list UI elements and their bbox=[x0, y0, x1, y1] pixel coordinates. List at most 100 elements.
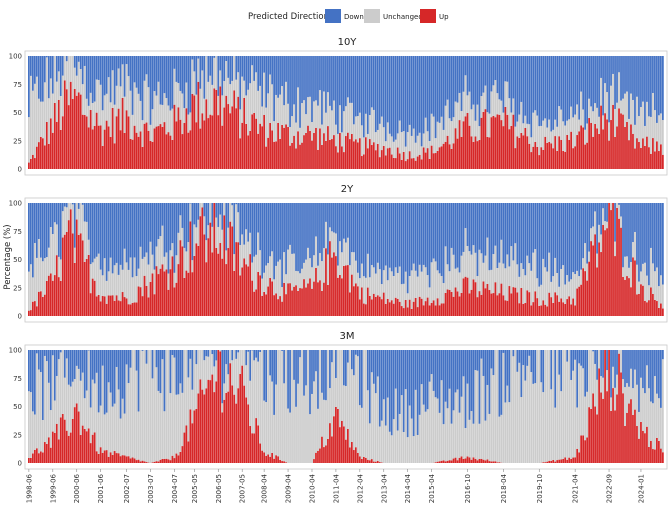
bar-down bbox=[604, 203, 606, 222]
bar-down bbox=[67, 350, 70, 385]
bar-unchanged bbox=[392, 275, 395, 304]
bar-unchanged bbox=[658, 398, 660, 441]
bar-down bbox=[315, 350, 317, 372]
bar-down bbox=[49, 203, 52, 227]
bar-down bbox=[253, 203, 256, 257]
bar-unchanged bbox=[241, 350, 244, 366]
bar-up bbox=[181, 134, 184, 169]
bar-down bbox=[442, 350, 445, 425]
bar-up bbox=[434, 153, 437, 169]
y-axis-label: Percentage (%) bbox=[3, 224, 13, 289]
bar-up bbox=[173, 287, 176, 316]
bar-up bbox=[339, 427, 341, 463]
x-tick-label: 2008-04 bbox=[261, 473, 269, 503]
bar-down bbox=[400, 203, 403, 285]
bar-up bbox=[177, 264, 180, 316]
bar-unchanged bbox=[89, 264, 92, 294]
bar-up bbox=[566, 459, 569, 463]
bar-down bbox=[319, 203, 321, 254]
bar-down bbox=[562, 56, 565, 122]
bar-up bbox=[600, 252, 602, 316]
bar-down bbox=[341, 56, 343, 133]
bar-down bbox=[504, 203, 507, 269]
bar-up bbox=[356, 142, 359, 169]
bar-down bbox=[636, 56, 638, 97]
bar-up bbox=[592, 245, 594, 316]
bar-unchanged bbox=[512, 260, 515, 288]
bar-up bbox=[155, 126, 158, 169]
bar-down bbox=[51, 56, 54, 94]
bar-unchanged bbox=[165, 98, 168, 135]
bar-down bbox=[101, 56, 104, 111]
bar-down bbox=[550, 350, 553, 390]
bar-unchanged bbox=[590, 106, 592, 123]
bar-unchanged bbox=[642, 101, 644, 139]
bar-down bbox=[462, 203, 465, 252]
bar-unchanged bbox=[356, 272, 359, 287]
bar-up bbox=[418, 154, 421, 169]
bar-unchanged bbox=[157, 239, 160, 275]
bar-unchanged bbox=[269, 375, 271, 457]
bar-down bbox=[516, 56, 519, 122]
bar-down bbox=[610, 350, 612, 398]
bar-up bbox=[380, 299, 383, 316]
bar-up bbox=[578, 286, 581, 316]
bar-unchanged bbox=[79, 203, 82, 234]
bar-down bbox=[660, 203, 662, 276]
bar-unchanged bbox=[432, 116, 435, 154]
bar-down bbox=[259, 350, 262, 352]
bar-up bbox=[410, 158, 413, 169]
bar-up bbox=[624, 126, 626, 169]
x-tick-label: 2024-01 bbox=[637, 474, 645, 503]
bar-unchanged bbox=[103, 414, 106, 451]
bar-unchanged bbox=[79, 69, 82, 95]
bar-unchanged bbox=[339, 105, 341, 133]
bar-down bbox=[249, 56, 252, 84]
bar-up bbox=[622, 114, 624, 169]
bar-down bbox=[345, 56, 347, 107]
bar-up bbox=[436, 461, 439, 463]
panel-title: 2Y bbox=[341, 184, 354, 195]
bar-down bbox=[115, 203, 118, 263]
bar-up bbox=[279, 138, 281, 169]
bar-down bbox=[141, 350, 144, 351]
bar-down bbox=[436, 56, 439, 122]
bar-down bbox=[107, 56, 110, 78]
bar-up bbox=[33, 450, 36, 463]
bar-unchanged bbox=[568, 281, 571, 297]
bar-unchanged bbox=[592, 351, 594, 394]
bar-down bbox=[309, 350, 311, 415]
bar-down bbox=[227, 56, 230, 78]
bar-down bbox=[165, 203, 168, 253]
bar-up bbox=[225, 264, 228, 316]
bar-down bbox=[91, 56, 94, 103]
bar-up bbox=[55, 423, 58, 463]
bar-up bbox=[366, 287, 369, 316]
bar-unchanged bbox=[536, 278, 539, 299]
bar-unchanged bbox=[418, 132, 421, 155]
bar-unchanged bbox=[303, 395, 305, 463]
bar-unchanged bbox=[598, 350, 600, 369]
bar-down bbox=[592, 203, 594, 227]
bar-down bbox=[478, 56, 481, 127]
bar-up bbox=[347, 429, 349, 463]
bar-down bbox=[61, 203, 64, 212]
bar-up bbox=[616, 126, 618, 169]
bar-down bbox=[277, 203, 279, 262]
bar-up bbox=[530, 305, 533, 316]
bar-up bbox=[522, 303, 525, 316]
bar-up bbox=[329, 423, 331, 463]
bar-up bbox=[530, 152, 533, 169]
bar-down bbox=[422, 203, 425, 265]
bar-down bbox=[319, 56, 321, 91]
bar-unchanged bbox=[99, 84, 102, 126]
bar-up bbox=[492, 115, 495, 169]
bar-down bbox=[245, 203, 248, 230]
bar-down bbox=[325, 203, 327, 222]
bar-up bbox=[584, 440, 586, 463]
bar-down bbox=[133, 203, 136, 258]
bar-unchanged bbox=[235, 358, 238, 404]
bar-up bbox=[213, 203, 216, 316]
bar-up bbox=[636, 138, 638, 169]
bar-unchanged bbox=[227, 374, 230, 392]
